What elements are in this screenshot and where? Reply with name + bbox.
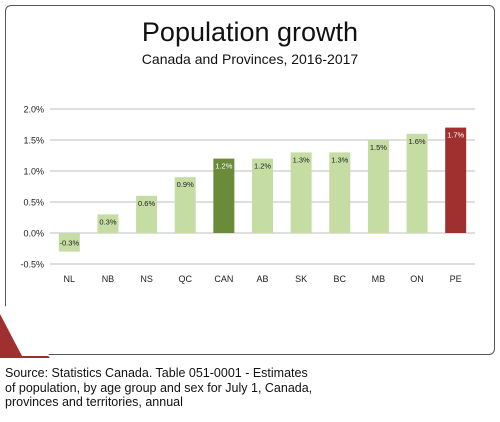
bar: [97, 214, 119, 233]
data-label: 0.9%: [177, 180, 194, 189]
data-label: 1.2%: [215, 162, 232, 171]
category-label: QC: [178, 274, 192, 284]
data-label: -0.3%: [60, 238, 80, 247]
y-tick-label: 1.0%: [23, 167, 44, 177]
category-label: SK: [295, 274, 307, 284]
bar: [367, 140, 389, 233]
corner-accent: [0, 300, 50, 358]
y-tick-label: 1.5%: [23, 136, 44, 146]
data-label: 1.6%: [408, 137, 425, 146]
bar: [329, 152, 351, 233]
data-label: 1.7%: [447, 131, 464, 140]
bar: [136, 195, 158, 233]
bar: [445, 127, 467, 233]
bar: [58, 233, 80, 252]
data-label: 0.6%: [138, 199, 155, 208]
bar: [213, 158, 235, 233]
category-label: CAN: [214, 274, 233, 284]
bar: [290, 152, 312, 233]
bar: [174, 177, 196, 233]
category-label: PE: [450, 274, 462, 284]
y-tick-label: 0.5%: [23, 198, 44, 208]
source-line-1: Source: Statistics Canada. Table 051-000…: [5, 366, 308, 380]
data-label: 0.3%: [99, 217, 116, 226]
bar-chart: 2.0% 1.5% 1.0% 0.5% 0.0% -0.5% -0.3% NL 0.3% NB 0.…: [20, 105, 475, 284]
data-label: 1.3%: [293, 155, 310, 164]
data-label: 1.2%: [254, 162, 271, 171]
data-label: 1.5%: [370, 143, 387, 152]
source-line-3: provinces and territories, annual: [5, 395, 183, 409]
category-label: MB: [372, 274, 386, 284]
category-label: ON: [410, 274, 424, 284]
y-tick-label: -0.5%: [20, 260, 44, 270]
source-line-2: of population, by age group and sex for …: [5, 380, 313, 395]
y-tick-label: 0.0%: [23, 229, 44, 239]
category-label: NL: [64, 274, 76, 284]
y-tick-label: 2.0%: [23, 105, 44, 115]
source-note: Source: Statistics Canada. Table 051-000…: [5, 366, 485, 410]
chart-subtitle: Canada and Provinces, 2016-2017: [141, 51, 359, 67]
category-label: NB: [102, 274, 115, 284]
category-label: BC: [334, 274, 347, 284]
data-label: 1.3%: [331, 155, 348, 164]
bar: [406, 133, 428, 233]
category-label: NS: [140, 274, 153, 284]
bar: [252, 158, 273, 233]
category-label: AB: [256, 274, 268, 284]
chart-title: Population growth: [141, 17, 359, 47]
